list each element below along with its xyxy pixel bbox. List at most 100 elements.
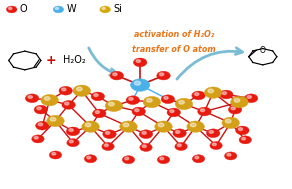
Circle shape bbox=[157, 71, 170, 80]
Circle shape bbox=[82, 121, 99, 132]
Circle shape bbox=[175, 131, 180, 133]
Circle shape bbox=[236, 126, 249, 135]
Circle shape bbox=[6, 6, 17, 13]
Circle shape bbox=[77, 87, 82, 91]
Circle shape bbox=[132, 107, 145, 116]
Circle shape bbox=[50, 117, 56, 121]
Circle shape bbox=[34, 136, 38, 139]
Circle shape bbox=[170, 110, 174, 112]
Circle shape bbox=[126, 96, 140, 105]
Circle shape bbox=[62, 101, 75, 109]
Circle shape bbox=[175, 143, 187, 150]
Circle shape bbox=[8, 7, 12, 9]
Circle shape bbox=[47, 115, 64, 127]
Circle shape bbox=[25, 94, 39, 103]
Circle shape bbox=[161, 95, 175, 104]
Circle shape bbox=[36, 121, 49, 130]
Circle shape bbox=[143, 96, 161, 108]
Circle shape bbox=[164, 97, 168, 99]
Circle shape bbox=[123, 123, 129, 127]
Circle shape bbox=[44, 97, 50, 100]
Circle shape bbox=[87, 156, 91, 159]
Circle shape bbox=[220, 90, 233, 99]
Circle shape bbox=[102, 143, 114, 150]
Circle shape bbox=[103, 130, 116, 139]
Circle shape bbox=[208, 89, 213, 93]
Circle shape bbox=[105, 132, 110, 134]
Circle shape bbox=[209, 131, 213, 133]
Circle shape bbox=[175, 98, 193, 110]
Circle shape bbox=[105, 100, 123, 112]
Circle shape bbox=[113, 73, 117, 76]
Circle shape bbox=[85, 123, 91, 127]
Circle shape bbox=[239, 136, 251, 144]
Circle shape bbox=[73, 85, 91, 96]
Circle shape bbox=[69, 140, 73, 143]
Circle shape bbox=[122, 156, 135, 164]
Circle shape bbox=[177, 144, 181, 146]
Circle shape bbox=[247, 96, 251, 98]
Circle shape bbox=[210, 142, 222, 149]
Circle shape bbox=[67, 139, 79, 147]
Circle shape bbox=[190, 123, 196, 127]
Circle shape bbox=[200, 109, 205, 112]
Text: O: O bbox=[20, 5, 27, 14]
Circle shape bbox=[59, 86, 72, 95]
Circle shape bbox=[244, 94, 258, 103]
Text: H₂O₂: H₂O₂ bbox=[63, 56, 86, 65]
Circle shape bbox=[53, 6, 64, 13]
Circle shape bbox=[187, 121, 204, 132]
Text: W: W bbox=[67, 5, 76, 14]
Circle shape bbox=[109, 102, 114, 106]
Circle shape bbox=[69, 129, 73, 131]
Circle shape bbox=[231, 96, 248, 108]
Circle shape bbox=[142, 132, 146, 134]
Circle shape bbox=[125, 157, 129, 160]
Text: activation of H₂O₂: activation of H₂O₂ bbox=[134, 29, 214, 39]
Circle shape bbox=[179, 100, 184, 104]
Text: +: + bbox=[46, 54, 56, 67]
Circle shape bbox=[34, 105, 48, 114]
Circle shape bbox=[155, 121, 172, 132]
Circle shape bbox=[55, 7, 59, 9]
Circle shape bbox=[206, 129, 220, 138]
Circle shape bbox=[100, 6, 110, 13]
Circle shape bbox=[139, 130, 153, 139]
Circle shape bbox=[32, 135, 44, 143]
Circle shape bbox=[192, 91, 205, 100]
Circle shape bbox=[167, 108, 180, 117]
Circle shape bbox=[95, 111, 100, 113]
Circle shape bbox=[238, 128, 243, 130]
Circle shape bbox=[102, 7, 105, 9]
Circle shape bbox=[225, 152, 237, 160]
Circle shape bbox=[62, 88, 66, 91]
Circle shape bbox=[234, 98, 240, 102]
Circle shape bbox=[173, 129, 186, 138]
Circle shape bbox=[212, 143, 216, 146]
Circle shape bbox=[222, 117, 239, 129]
Circle shape bbox=[228, 105, 242, 114]
Text: Si: Si bbox=[113, 5, 122, 14]
Circle shape bbox=[147, 98, 152, 102]
Circle shape bbox=[129, 98, 133, 100]
Circle shape bbox=[204, 87, 222, 98]
Text: transfer of O atom: transfer of O atom bbox=[132, 45, 215, 54]
Circle shape bbox=[66, 127, 80, 136]
Circle shape bbox=[231, 107, 235, 110]
Circle shape bbox=[49, 151, 62, 159]
Circle shape bbox=[157, 156, 170, 164]
Circle shape bbox=[94, 94, 98, 96]
Circle shape bbox=[198, 107, 211, 116]
Circle shape bbox=[194, 93, 199, 95]
Circle shape bbox=[136, 60, 140, 62]
Circle shape bbox=[84, 155, 97, 163]
Circle shape bbox=[227, 153, 231, 156]
Circle shape bbox=[131, 79, 150, 91]
Circle shape bbox=[110, 71, 124, 80]
Circle shape bbox=[65, 102, 69, 105]
Circle shape bbox=[37, 107, 41, 110]
Circle shape bbox=[28, 96, 32, 98]
Circle shape bbox=[133, 58, 147, 67]
Circle shape bbox=[104, 144, 108, 146]
Circle shape bbox=[222, 92, 227, 94]
